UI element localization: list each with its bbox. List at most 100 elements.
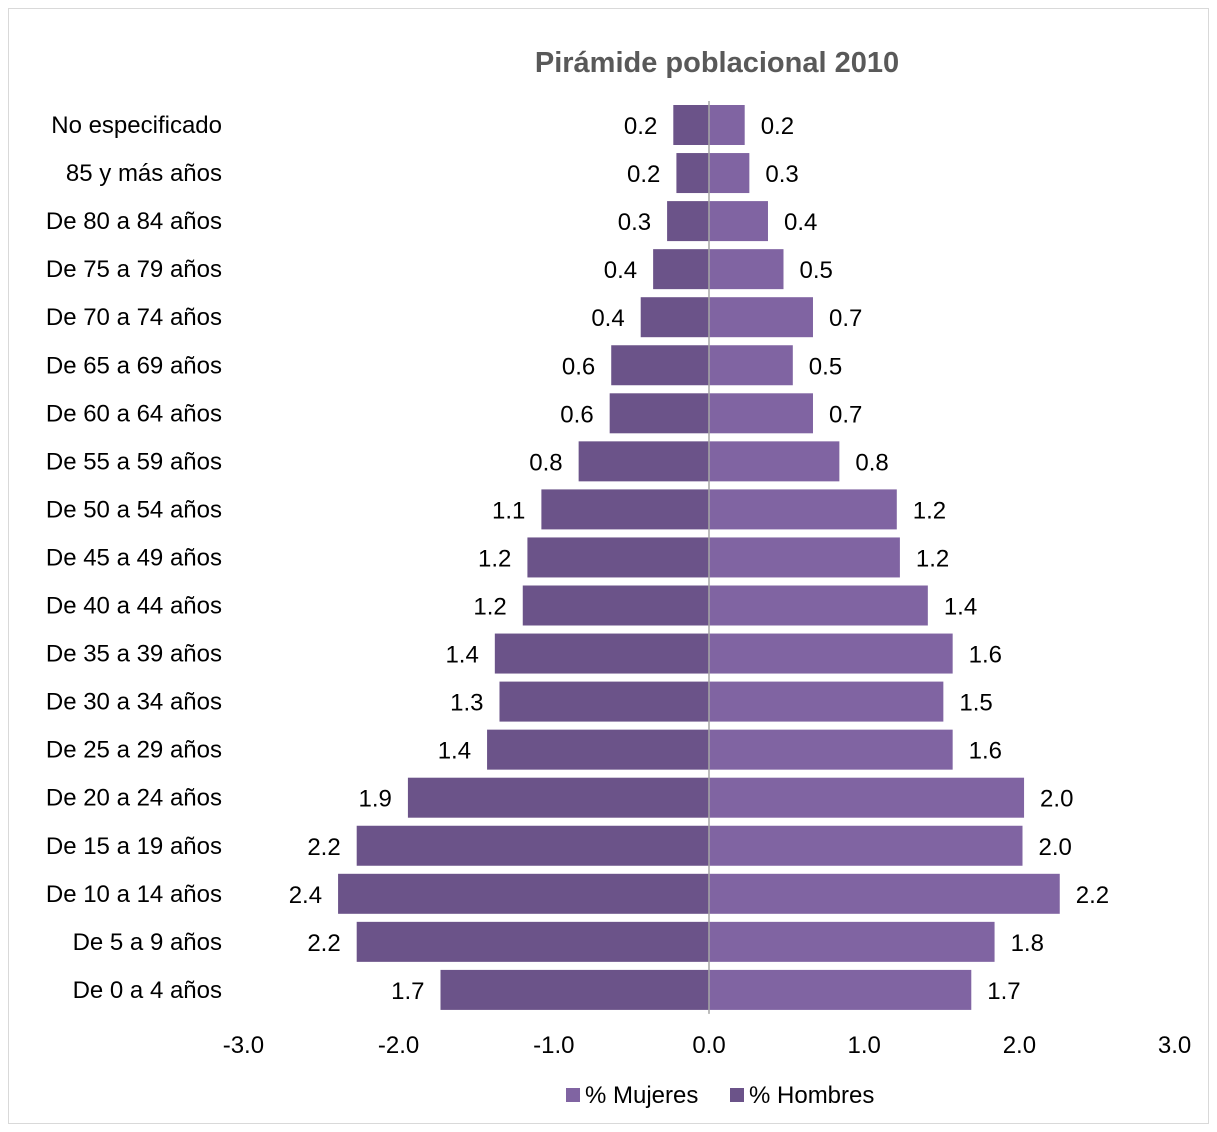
value-label-mujeres: 0.4 [784,209,817,236]
value-label-mujeres: 0.3 [765,161,798,188]
bar-mujeres [709,393,813,434]
bar-hombres [667,201,709,242]
x-tick-label: 2.0 [1003,1032,1036,1059]
category-label: No especificado [51,112,222,139]
category-label: De 30 a 34 años [46,689,222,716]
value-label-mujeres: 1.6 [969,642,1002,669]
value-label-hombres: 2.2 [307,930,340,957]
value-label-mujeres: 0.8 [855,449,888,476]
bar-mujeres [709,297,813,338]
value-label-hombres: 2.4 [289,882,322,909]
value-label-hombres: 1.4 [438,738,471,765]
value-label-hombres: 1.2 [473,594,506,621]
value-labels: 0.2 0.2 0.2 0.3 0.3 0.4 0.4 0.5 0.4 0.7 0.6 0.5 0.6 0… [289,113,1109,1005]
bar-hombres [494,633,709,674]
value-label-mujeres: 1.7 [987,978,1020,1005]
bar-hombres [527,537,709,578]
value-label-mujeres: 0.5 [799,257,832,284]
bar-hombres [611,345,709,386]
category-label: De 60 a 64 años [46,400,222,427]
bar-hombres [338,873,709,914]
category-label: De 70 a 74 años [46,304,222,331]
value-label-hombres: 0.3 [618,209,651,236]
value-label-mujeres: 0.2 [761,113,794,140]
value-label-hombres: 2.2 [307,834,340,861]
value-label-mujeres: 2.0 [1040,786,1073,813]
x-tick-label: 0.0 [692,1032,725,1059]
bar-hombres [653,249,709,290]
category-label: De 5 a 9 años [73,929,222,956]
bar-mujeres [709,441,840,482]
bars-group [338,105,1060,1010]
value-label-mujeres: 0.7 [829,401,862,428]
bar-hombres [499,681,709,722]
bar-mujeres [709,633,953,674]
bar-mujeres [709,825,1023,866]
category-label: De 55 a 59 años [46,448,222,475]
value-label-hombres: 1.9 [359,786,392,813]
value-label-hombres: 0.4 [591,305,624,332]
category-label: 85 y más años [66,160,222,187]
value-label-hombres: 0.6 [560,401,593,428]
category-labels: No especificado 85 y más años De 80 a 84 a… [46,112,222,1004]
category-label: De 10 a 14 años [46,881,222,908]
category-label: De 15 a 19 años [46,833,222,860]
x-tick-label: -3.0 [223,1032,264,1059]
x-tick-labels: -3.0 -2.0 -1.0 0.0 1.0 2.0 3.0 [223,1032,1192,1059]
value-label-hombres: 0.4 [604,257,637,284]
chart-frame: Pirámide poblacional 2010 No especificad… [8,8,1209,1124]
bar-hombres [522,585,709,626]
bar-hombres [440,969,709,1010]
value-label-mujeres: 1.4 [944,594,977,621]
value-label-mujeres: 1.5 [959,690,992,717]
bar-hombres [640,297,709,338]
category-label: De 25 a 29 años [46,737,222,764]
bar-hombres [541,489,709,530]
legend-label: % Hombres [749,1082,874,1109]
value-label-mujeres: 1.8 [1011,930,1044,957]
category-label: De 40 a 44 años [46,593,222,620]
chart-title: Pirámide poblacional 2010 [535,47,899,79]
value-label-mujeres: 0.5 [809,353,842,380]
value-label-hombres: 0.2 [627,161,660,188]
value-label-hombres: 1.4 [445,642,478,669]
value-label-mujeres: 0.7 [829,305,862,332]
bar-mujeres [709,489,897,530]
legend-swatch [566,1088,580,1102]
x-tick-label: 3.0 [1158,1032,1191,1059]
bar-hombres [609,393,709,434]
bar-mujeres [709,729,953,770]
category-label: De 75 a 79 años [46,256,222,283]
bar-hombres [356,921,709,962]
bar-mujeres [709,249,784,290]
value-label-mujeres: 1.2 [916,545,949,572]
bar-hombres [673,105,709,145]
category-label: De 20 a 24 años [46,785,222,812]
bar-mujeres [709,585,928,626]
value-label-mujeres: 2.0 [1039,834,1072,861]
x-tick-label: -1.0 [533,1032,574,1059]
bar-mujeres [709,777,1025,818]
x-tick-label: -2.0 [378,1032,419,1059]
value-label-hombres: 1.1 [492,497,525,524]
population-pyramid-chart: Pirámide poblacional 2010 No especificad… [46,47,1192,1109]
value-label-hombres: 1.2 [478,545,511,572]
category-label: De 80 a 84 años [46,208,222,235]
x-tick-label: 1.0 [848,1032,881,1059]
legend-label: % Mujeres [585,1082,698,1109]
category-label: De 50 a 54 años [46,496,222,523]
value-label-mujeres: 1.6 [969,738,1002,765]
category-label: De 65 a 69 años [46,352,222,379]
value-label-hombres: 0.6 [562,353,595,380]
value-label-hombres: 1.3 [450,690,483,717]
bar-mujeres [709,345,793,386]
bar-hombres [578,441,709,482]
bar-mujeres [709,153,750,194]
bar-hombres [487,729,709,770]
legend-swatch [730,1088,744,1102]
value-label-hombres: 1.7 [391,978,424,1005]
bar-mujeres [709,969,972,1010]
bar-mujeres [709,201,768,242]
value-label-hombres: 0.8 [529,449,562,476]
bar-mujeres [709,105,745,145]
